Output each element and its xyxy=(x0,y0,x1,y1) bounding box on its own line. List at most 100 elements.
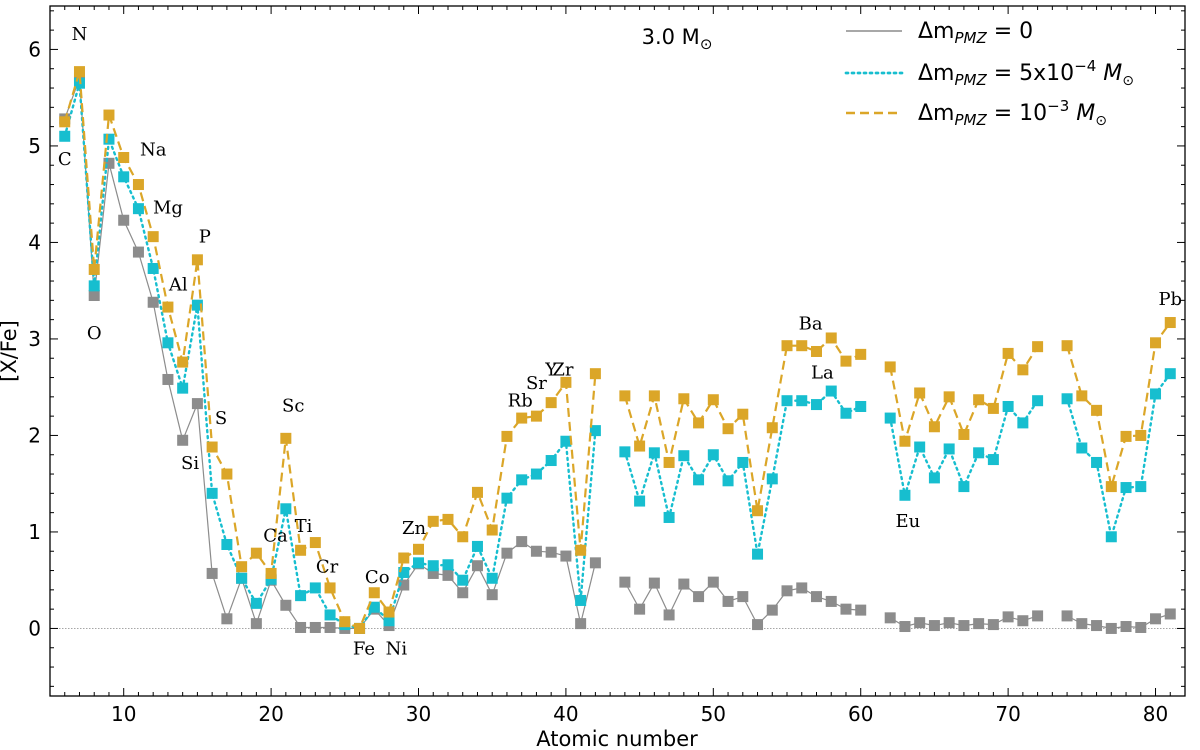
series-1-point xyxy=(88,280,100,292)
series-1-point xyxy=(810,399,822,411)
series-1-point xyxy=(265,573,277,585)
series-0-point xyxy=(530,545,542,557)
series-1-point xyxy=(973,447,985,459)
series-2-point xyxy=(1032,341,1044,353)
series-2-point xyxy=(1002,347,1014,359)
series-2-point xyxy=(722,423,734,435)
series-2-point xyxy=(191,254,203,266)
series-1-point xyxy=(737,456,749,468)
series-1-point xyxy=(619,446,631,458)
x-tick-label: 40 xyxy=(553,702,578,726)
series-1-point xyxy=(884,412,896,424)
series-1-point xyxy=(589,425,601,437)
x-tick-label: 60 xyxy=(848,702,873,726)
series-1-point xyxy=(1120,482,1132,494)
element-label: Si xyxy=(181,453,199,474)
series-0-point xyxy=(486,589,498,601)
y-tick-label: 0 xyxy=(28,616,41,640)
series-1-point xyxy=(1017,417,1029,429)
series-1-point xyxy=(427,560,439,572)
series-0-point xyxy=(457,587,469,599)
series-0-point xyxy=(884,612,896,624)
element-label: S xyxy=(215,408,227,429)
series-1-point xyxy=(368,601,380,613)
series-2-point xyxy=(1164,317,1176,329)
series-2-point xyxy=(943,391,955,403)
series-1-point xyxy=(766,473,778,485)
series-2-point xyxy=(73,66,85,78)
series-2-point xyxy=(752,505,764,517)
element-label: Sc xyxy=(282,395,304,416)
series-2-point xyxy=(206,441,218,453)
series-1-point xyxy=(663,511,675,523)
series-1-point xyxy=(295,590,307,602)
series-0-point xyxy=(899,621,911,633)
series-1-point xyxy=(855,400,867,412)
series-0-point xyxy=(191,398,203,410)
series-1-point xyxy=(191,299,203,311)
series-0-point xyxy=(943,617,955,629)
y-axis-label: [X/Fe] xyxy=(0,320,21,382)
series-0-point xyxy=(973,618,985,630)
series-2-point xyxy=(486,524,498,536)
y-tick-label: 6 xyxy=(28,37,41,61)
element-label: Ni xyxy=(386,639,408,660)
series-0-point xyxy=(501,547,513,559)
series-1-point xyxy=(1105,531,1117,543)
series-2-point xyxy=(177,356,189,368)
series-0-point xyxy=(1032,610,1044,622)
x-tick-label: 20 xyxy=(258,702,283,726)
series-0-point xyxy=(855,604,867,616)
series-0-point xyxy=(162,373,174,385)
series-1-point xyxy=(1164,368,1176,380)
series-1-point xyxy=(752,548,764,560)
series-0-point xyxy=(958,620,970,632)
series-2-point xyxy=(471,486,483,498)
series-1-point xyxy=(471,540,483,552)
series-1-point xyxy=(1002,400,1014,412)
series-1-point xyxy=(383,615,395,627)
element-label: Zn xyxy=(402,518,427,539)
series-0-point xyxy=(722,595,734,607)
series-0-point xyxy=(1091,620,1103,632)
series-2-point xyxy=(280,432,292,444)
series-2-point xyxy=(663,456,675,468)
series-2-point xyxy=(103,109,115,121)
series-1-point xyxy=(177,382,189,394)
series-0-point xyxy=(825,595,837,607)
series-1-point xyxy=(722,475,734,487)
chart-title: 3.0 M⊙ xyxy=(642,25,713,53)
element-label: Na xyxy=(140,140,167,161)
series-1-point xyxy=(147,262,159,274)
series-0-point xyxy=(280,599,292,611)
series-2-point xyxy=(840,355,852,367)
series-2-point xyxy=(987,402,999,414)
series-1-point xyxy=(648,447,660,459)
x-tick-label: 30 xyxy=(406,702,431,726)
element-label: Y xyxy=(544,360,558,381)
series-2-point xyxy=(88,263,100,275)
series-0-point xyxy=(707,576,719,588)
series-2-point xyxy=(1091,404,1103,416)
series-0-point xyxy=(1120,621,1132,633)
series-2-point xyxy=(766,422,778,434)
series-2-point xyxy=(457,531,469,543)
element-label: Rb xyxy=(508,390,533,411)
element-label: Cr xyxy=(316,556,339,577)
series-1-point xyxy=(103,133,115,145)
series-2-point xyxy=(884,361,896,373)
series-1-point xyxy=(162,337,174,349)
series-1-point xyxy=(678,450,690,462)
series-1-point xyxy=(250,597,262,609)
series-2-point xyxy=(781,340,793,352)
series-2-point xyxy=(265,567,277,579)
series-1-point xyxy=(707,449,719,461)
series-2-point xyxy=(958,428,970,440)
y-tick-label: 4 xyxy=(28,230,41,254)
series-2-point xyxy=(914,387,926,399)
series-2-point xyxy=(309,537,321,549)
series-0-point xyxy=(796,582,808,594)
series-0-point xyxy=(1017,615,1029,627)
series-0-point xyxy=(309,621,321,633)
element-label: Ba xyxy=(799,313,823,334)
